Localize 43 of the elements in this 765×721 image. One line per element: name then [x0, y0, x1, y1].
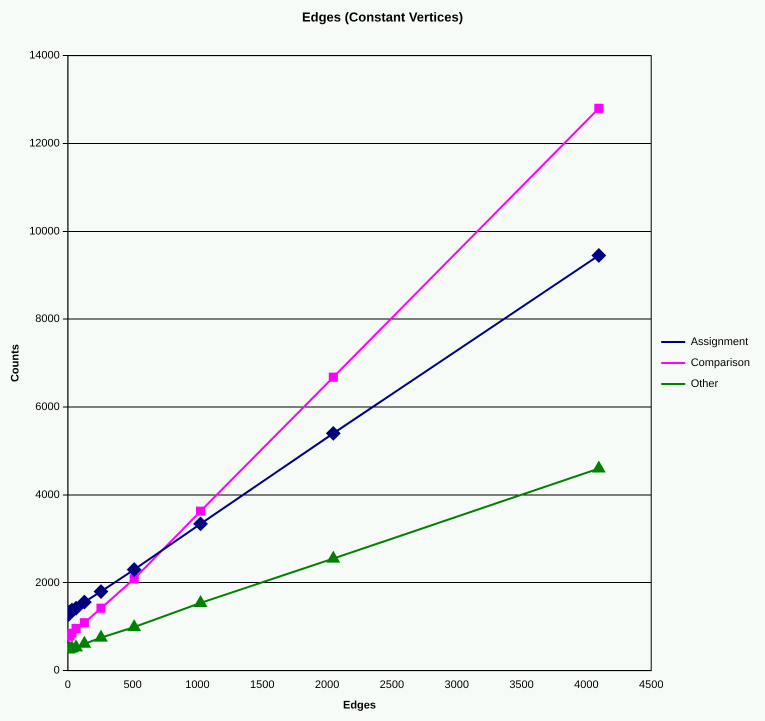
point	[327, 552, 340, 563]
point	[127, 562, 142, 577]
chart-title: Edges (Constant Vertices)	[302, 9, 464, 24]
x-tick-label: 1000	[185, 679, 210, 692]
x-tick-label: 3500	[509, 679, 534, 692]
point	[194, 596, 207, 607]
point	[77, 595, 92, 610]
y-tick-label: 10000	[29, 225, 60, 238]
y-tick-label: 8000	[35, 313, 60, 326]
x-tick-label: 1500	[250, 679, 274, 692]
point	[128, 620, 140, 632]
point	[594, 104, 604, 113]
point	[592, 248, 606, 262]
y-tick-label: 4000	[35, 488, 60, 501]
x-tick-label: 3000	[444, 679, 469, 692]
x-tick-label: 4500	[638, 679, 664, 692]
point	[130, 574, 139, 584]
point	[94, 584, 108, 599]
y-tick-label: 12000	[29, 137, 60, 150]
y-tick-label: 6000	[35, 401, 60, 414]
x-tick-label: 500	[123, 679, 142, 692]
point	[80, 618, 89, 628]
point	[72, 624, 81, 633]
point	[96, 604, 106, 613]
point	[592, 462, 606, 473]
point	[194, 516, 208, 531]
y-tick-label: 0	[54, 664, 60, 677]
x-tick-label: 2500	[380, 679, 404, 692]
x-tick-label: 4000	[574, 679, 599, 692]
x-axis-title: Edges	[342, 699, 376, 712]
legend-label: Other	[690, 378, 719, 390]
legend-label: Assignment	[690, 336, 748, 348]
x-tick-label: 0	[64, 679, 71, 692]
point	[326, 426, 340, 440]
y-tick-label: 14000	[29, 50, 60, 62]
point	[196, 506, 206, 516]
point	[94, 630, 108, 642]
y-tick-label: 2000	[35, 576, 60, 589]
point	[78, 636, 91, 648]
y-axis-title: Counts	[10, 344, 22, 382]
point	[328, 372, 338, 382]
legend-label: Comparison	[690, 357, 750, 370]
x-tick-label: 2000	[314, 679, 340, 692]
